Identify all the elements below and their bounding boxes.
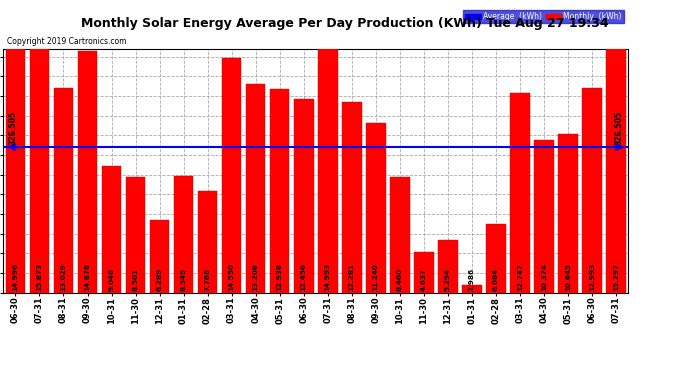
Text: 12.993: 12.993 (589, 263, 595, 291)
Text: 11.240: 11.240 (373, 263, 379, 291)
Text: 12.747: 12.747 (517, 263, 523, 291)
Bar (6, 49, 26, 344)
Text: 14.996: 14.996 (12, 262, 19, 291)
Bar (174, 176, 193, 344)
Bar (582, 88, 602, 344)
Bar (486, 224, 506, 344)
Text: 7.768: 7.768 (205, 268, 210, 291)
Text: 326.505: 326.505 (8, 111, 17, 145)
Bar (390, 177, 410, 344)
Bar (246, 84, 266, 344)
Text: 13.029: 13.029 (61, 263, 66, 291)
Bar (462, 285, 482, 344)
Bar (558, 135, 578, 344)
Text: 4.637: 4.637 (421, 268, 426, 291)
Text: 8.549: 8.549 (181, 268, 186, 291)
Bar (30, 32, 49, 344)
Bar (78, 51, 97, 344)
Text: 5.294: 5.294 (445, 268, 451, 291)
Text: 13.208: 13.208 (253, 263, 259, 291)
Text: 326.505: 326.505 (615, 111, 624, 145)
Bar (438, 240, 457, 344)
Bar (510, 93, 530, 344)
Bar (198, 191, 217, 344)
Bar (221, 58, 242, 344)
Text: Monthly Solar Energy Average Per Day Production (KWh) Tue Aug 27 19:34: Monthly Solar Energy Average Per Day Pro… (81, 17, 609, 30)
Bar (414, 252, 433, 344)
Text: 6.289: 6.289 (157, 268, 163, 291)
Bar (318, 49, 337, 344)
Text: 12.281: 12.281 (348, 263, 355, 291)
Text: 14.550: 14.550 (228, 263, 235, 291)
Text: 9.048: 9.048 (108, 268, 115, 291)
Bar (150, 220, 170, 344)
Bar (294, 99, 313, 344)
Text: 12.456: 12.456 (301, 263, 306, 291)
Text: 6.084: 6.084 (493, 268, 499, 291)
Text: 8.501: 8.501 (132, 268, 139, 291)
Bar (534, 140, 553, 344)
Bar (366, 123, 386, 344)
Text: 14.993: 14.993 (325, 263, 331, 291)
Bar (606, 43, 626, 344)
Legend: Average  (kWh), Monthly  (kWh): Average (kWh), Monthly (kWh) (463, 10, 624, 24)
Bar (342, 102, 362, 344)
Text: 14.878: 14.878 (84, 263, 90, 291)
Text: 10.645: 10.645 (565, 263, 571, 291)
Text: 15.297: 15.297 (613, 263, 619, 291)
Bar (101, 166, 121, 344)
Text: 8.460: 8.460 (397, 268, 403, 291)
Text: 10.374: 10.374 (541, 263, 547, 291)
Text: Copyright 2019 Cartronics.com: Copyright 2019 Cartronics.com (7, 38, 126, 46)
Bar (270, 89, 290, 344)
Text: 12.938: 12.938 (277, 263, 283, 291)
Bar (54, 88, 73, 344)
Text: 2.986: 2.986 (469, 268, 475, 291)
Text: 15.873: 15.873 (37, 263, 43, 291)
Bar (126, 177, 146, 344)
